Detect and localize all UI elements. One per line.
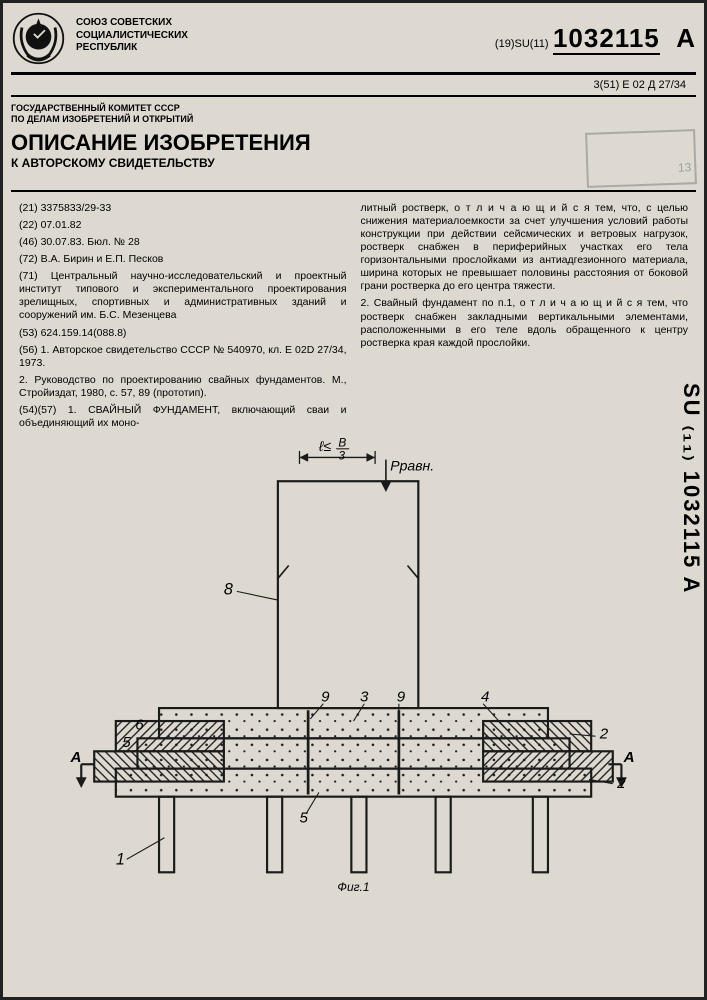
committee-line1: ГОСУДАРСТВЕННЫЙ КОМИТЕТ СССР bbox=[11, 103, 193, 114]
field-71: (71) Центральный научно-исследовательски… bbox=[19, 270, 347, 323]
stamp-t2: 13 bbox=[591, 160, 691, 177]
union-line2: СОЦИАЛИСТИЧЕСКИХ bbox=[76, 30, 485, 43]
document-number: (19)SU(11) 1032115 A bbox=[495, 11, 696, 54]
side-code: SU ₍₁₁₎ 1032115 A bbox=[678, 383, 704, 594]
doc-subtitle: К АВТОРСКОМУ СВИДЕТЕЛЬСТВУ bbox=[11, 156, 311, 170]
union-label: СОЮЗ СОВЕТСКИХ СОЦИАЛИСТИЧЕСКИХ РЕСПУБЛИ… bbox=[76, 11, 485, 55]
num-9l: 9 bbox=[321, 689, 330, 706]
figure-1: ℓ≤ B 3 Pравн. 8 bbox=[11, 438, 696, 900]
field-72: (72) В.А. Бирин и Е.П. Песков bbox=[19, 253, 347, 266]
code-prefix: (19)SU(11) bbox=[495, 38, 549, 50]
num-4: 4 bbox=[481, 689, 489, 706]
field-53: (53) 624.159.14(088.8) bbox=[19, 327, 347, 340]
num-3: 3 bbox=[360, 689, 369, 706]
left-column: (21) 3375833/29-33 (22) 07.01.82 (46) 30… bbox=[19, 202, 347, 435]
class-code: 3(51) Е 02 Д 27/34 bbox=[594, 79, 686, 91]
classification-row: 3(51) Е 02 Д 27/34 bbox=[11, 75, 696, 97]
field-21: (21) 3375833/29-33 bbox=[19, 202, 347, 215]
figure-caption: Фиг.1 bbox=[51, 880, 656, 894]
field-22: (22) 07.01.82 bbox=[19, 219, 347, 232]
field-54-57: (54)(57) 1. СВАЙНЫЙ ФУНДАМЕНТ, включающи… bbox=[19, 404, 347, 430]
num-2a: 2 bbox=[599, 726, 609, 743]
union-line1: СОЮЗ СОВЕТСКИХ bbox=[76, 17, 485, 30]
claim-2: 2. Свайный фундамент по п.1, о т л и ч а… bbox=[361, 297, 689, 350]
ussr-emblem-icon bbox=[11, 11, 66, 66]
field-56-1: (56) 1. Авторское свидетельство СССР № 5… bbox=[19, 344, 347, 370]
num-9r: 9 bbox=[397, 689, 406, 706]
committee-line2: ПО ДЕЛАМ ИЗОБРЕТЕНИЙ И ОТКРЫТИЙ bbox=[11, 114, 193, 125]
svg-text:3: 3 bbox=[338, 449, 345, 463]
num-6: 6 bbox=[135, 717, 144, 734]
right-column: литный ростверк, о т л и ч а ю щ и й с я… bbox=[361, 202, 689, 435]
num-2b: 2 bbox=[616, 775, 626, 792]
committee-label: ГОСУДАРСТВЕННЫЙ КОМИТЕТ СССР ПО ДЕЛАМ ИЗ… bbox=[11, 97, 193, 131]
num-5l: 5 bbox=[122, 734, 131, 751]
dim-l: ℓ≤ bbox=[318, 438, 332, 454]
stamp-t1 bbox=[590, 134, 690, 137]
library-stamp: 13 bbox=[585, 129, 697, 188]
section-a-right: А bbox=[623, 750, 635, 767]
header: СОЮЗ СОВЕТСКИХ СОЦИАЛИСТИЧЕСКИХ РЕСПУБЛИ… bbox=[11, 11, 696, 75]
body-columns: (21) 3375833/29-33 (22) 07.01.82 (46) 30… bbox=[11, 192, 696, 439]
doc-title: ОПИСАНИЕ ИЗОБРЕТЕНИЯ bbox=[11, 131, 311, 154]
field-46: (46) 30.07.83. Бюл. № 28 bbox=[19, 236, 347, 249]
num-8: 8 bbox=[224, 581, 233, 599]
section-a-left: А bbox=[69, 750, 81, 767]
num-1: 1 bbox=[116, 851, 125, 869]
code-suffix: A bbox=[676, 23, 696, 53]
patent-number: 1032115 bbox=[553, 23, 660, 55]
claim-1: литный ростверк, о т л и ч а ю щ и й с я… bbox=[361, 202, 689, 294]
union-line3: РЕСПУБЛИК bbox=[76, 42, 485, 55]
load-label: Pравн. bbox=[390, 458, 434, 474]
title-block: ОПИСАНИЕ ИЗОБРЕТЕНИЯ К АВТОРСКОМУ СВИДЕТ… bbox=[11, 131, 696, 192]
field-56-2: 2. Руководство по проектированию свайных… bbox=[19, 374, 347, 400]
